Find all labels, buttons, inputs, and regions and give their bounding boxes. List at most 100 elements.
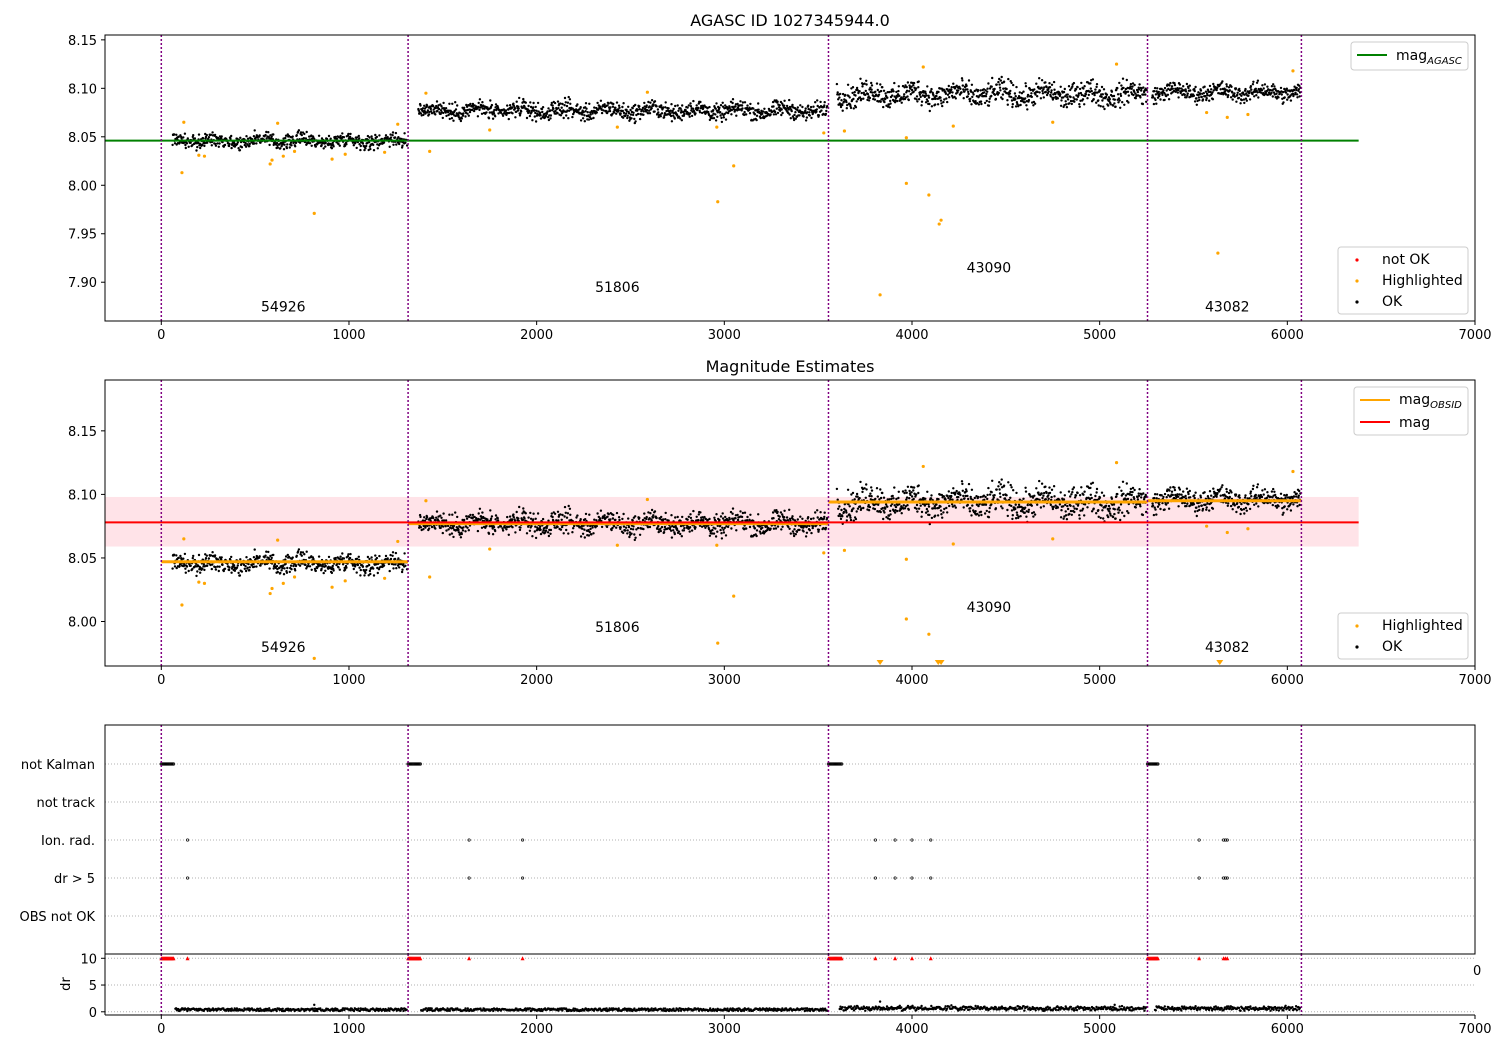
ok-point	[1078, 494, 1082, 497]
ok-point	[645, 109, 649, 112]
ok-point	[808, 529, 811, 532]
ok-point	[656, 108, 660, 111]
ok-point	[660, 525, 664, 529]
ok-point	[1070, 102, 1074, 106]
ok-point	[239, 558, 242, 561]
ok-point	[676, 104, 679, 107]
ok-point	[838, 96, 841, 99]
ok-point	[870, 489, 874, 492]
ok-point	[1094, 88, 1097, 91]
ok-point	[454, 511, 457, 514]
ok-point	[421, 107, 425, 110]
ok-point	[1157, 90, 1161, 94]
ok-point	[283, 143, 286, 146]
ok-point	[771, 100, 775, 104]
ok-point	[422, 113, 425, 117]
ok-point	[1066, 98, 1070, 101]
ok-point	[662, 116, 666, 119]
ok-point	[368, 569, 372, 573]
ok-point	[184, 571, 187, 574]
ok-point	[1081, 98, 1085, 101]
ok-point	[772, 517, 775, 520]
ok-point	[884, 507, 887, 510]
ok-point	[814, 511, 817, 514]
ok-point	[926, 490, 929, 493]
ok-point	[487, 117, 491, 120]
ok-point	[305, 550, 308, 553]
ok-point	[734, 517, 737, 520]
ok-point	[693, 110, 696, 113]
ok-point	[897, 89, 900, 93]
ok-point	[712, 117, 716, 120]
ok-point	[553, 512, 557, 515]
ok-point	[622, 111, 626, 115]
ok-point	[515, 510, 518, 514]
ok-point	[1002, 484, 1006, 487]
ok-point	[1280, 93, 1284, 96]
ok-point	[468, 515, 471, 519]
ok-point	[961, 482, 964, 486]
ok-point	[773, 110, 777, 114]
ok-point	[955, 84, 958, 88]
ok-point	[178, 564, 181, 568]
ok-point	[504, 109, 508, 112]
ok-point	[510, 518, 514, 521]
ok-point	[681, 515, 684, 519]
ok-point	[595, 111, 598, 114]
ok-point	[718, 106, 721, 110]
ok-point	[1001, 97, 1004, 101]
ok-point	[382, 141, 386, 144]
ok-point	[1066, 504, 1069, 508]
ok-point	[643, 512, 646, 515]
ok-point	[366, 555, 370, 559]
ok-point	[785, 516, 789, 519]
ok-point	[539, 117, 543, 120]
ok-point	[376, 147, 379, 150]
ok-point	[173, 553, 176, 556]
ok-point	[252, 135, 256, 138]
ok-point	[840, 99, 843, 102]
highlighted-point	[1216, 251, 1220, 255]
ok-point	[935, 503, 938, 506]
ok-point	[1127, 101, 1130, 104]
ok-point	[457, 114, 460, 117]
ok-point	[859, 77, 862, 81]
ok-point	[908, 84, 911, 87]
ok-point	[910, 491, 913, 494]
ok-point	[297, 548, 301, 551]
ok-point	[1064, 103, 1068, 106]
ok-point	[514, 116, 517, 119]
ok-point	[984, 503, 988, 506]
ok-point	[248, 144, 251, 148]
ok-point	[567, 117, 570, 120]
ok-point	[999, 89, 1002, 92]
ok-point	[916, 510, 919, 513]
ok-point	[1044, 485, 1047, 488]
ok-point	[1024, 85, 1028, 88]
ok-point	[567, 532, 570, 535]
ok-point	[934, 507, 937, 510]
ok-point	[512, 513, 515, 516]
ok-point	[317, 555, 321, 558]
ok-point	[1047, 494, 1050, 497]
ok-point	[1009, 89, 1012, 93]
ok-point	[720, 537, 724, 540]
ok-point	[869, 492, 872, 495]
ok-point	[562, 532, 565, 535]
ok-point	[1151, 95, 1155, 99]
ok-point	[695, 104, 698, 107]
ok-point	[175, 554, 178, 557]
ok-point	[1015, 511, 1019, 514]
ok-point	[288, 570, 291, 574]
ok-point	[959, 493, 962, 497]
ok-point	[995, 83, 998, 86]
ok-point	[946, 93, 950, 97]
ok-point	[1292, 94, 1295, 98]
ok-point	[372, 567, 375, 570]
ok-point	[1205, 98, 1208, 102]
ok-point	[1059, 516, 1063, 519]
ok-point	[297, 563, 300, 566]
ok-point	[1234, 87, 1238, 90]
ok-point	[1094, 494, 1097, 498]
